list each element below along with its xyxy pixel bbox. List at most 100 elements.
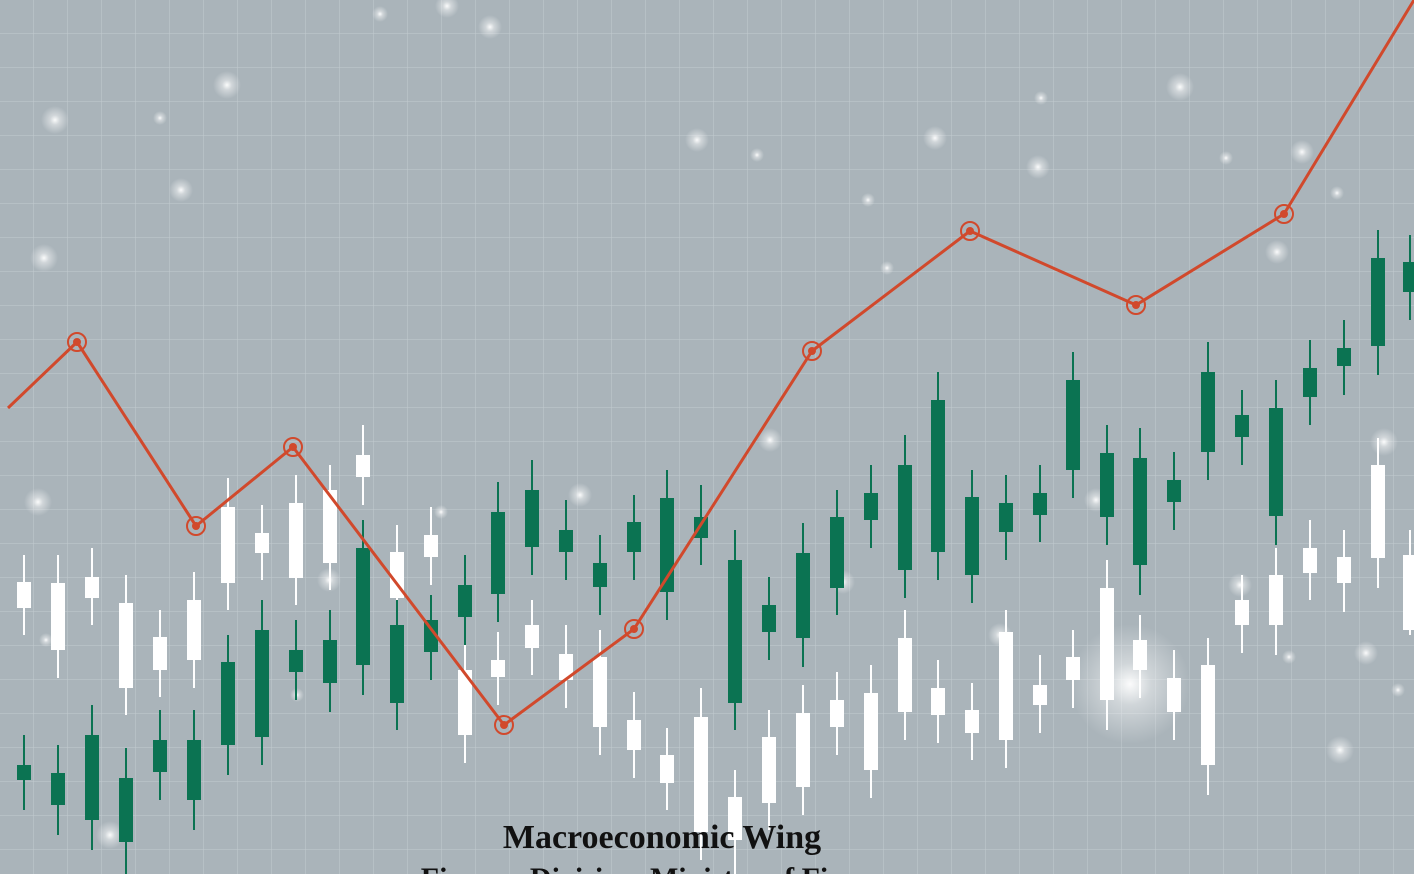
candle-body [1269, 575, 1283, 625]
candle-body [1167, 480, 1181, 502]
candle-body [796, 553, 810, 638]
glow [1265, 240, 1289, 264]
glow [372, 6, 388, 22]
candle-body [1201, 372, 1215, 452]
glow [1026, 155, 1050, 179]
candle-body [51, 773, 65, 805]
glow [1219, 151, 1233, 165]
candle-body [1235, 415, 1249, 437]
trend-ring [624, 619, 644, 639]
candle-body [728, 560, 742, 703]
glow [758, 428, 782, 452]
trend-ring [186, 516, 206, 536]
candle-body [458, 585, 472, 617]
candle-body [356, 455, 370, 477]
candle-body [17, 765, 31, 780]
candle-body [525, 625, 539, 648]
trend-dot [192, 522, 200, 530]
glow [1354, 641, 1378, 665]
trend-ring [67, 332, 87, 352]
glow [169, 178, 193, 202]
glow [478, 15, 502, 39]
cover-subtitle: Finance Division, Ministry of Finance [421, 862, 904, 874]
glow [1034, 91, 1048, 105]
trend-dot [73, 338, 81, 346]
candle-body [1371, 465, 1385, 558]
trend-dot [500, 721, 508, 729]
candle-body [1100, 588, 1114, 700]
candle-body [119, 603, 133, 688]
glow [1228, 573, 1252, 597]
candle-body [965, 710, 979, 733]
candle-body [1269, 408, 1283, 516]
candle-body [356, 548, 370, 665]
candle-body [593, 563, 607, 587]
candle-body [51, 583, 65, 650]
candle-body [965, 497, 979, 575]
candle-body [1337, 557, 1351, 583]
candle-body [1403, 555, 1414, 630]
candle-body [85, 577, 99, 598]
glow [41, 106, 69, 134]
glow [434, 505, 448, 519]
glow [24, 488, 52, 516]
candle-body [864, 693, 878, 770]
candle-body [221, 662, 235, 745]
candle-body [1201, 665, 1215, 765]
white-candles [17, 425, 1414, 874]
candle-body [153, 637, 167, 670]
candle-body [660, 498, 674, 592]
candle-body [17, 582, 31, 608]
trend-line [6, 0, 1414, 735]
candle-body [1133, 640, 1147, 670]
candle-body [559, 654, 573, 680]
trend-ring [960, 221, 980, 241]
trend-dot [1280, 210, 1288, 218]
candle-body [525, 490, 539, 547]
trend-ring [802, 341, 822, 361]
glow [153, 111, 167, 125]
trend-dot [1132, 301, 1140, 309]
candle-body [1303, 548, 1317, 573]
trend-ring [1274, 204, 1294, 224]
candle-body [593, 657, 607, 727]
candle-body [424, 620, 438, 652]
candle-body [728, 797, 742, 840]
candle-body [694, 717, 708, 832]
glow [1326, 736, 1354, 764]
candle-body [458, 670, 472, 735]
candle-body [187, 600, 201, 660]
candle-body [1066, 657, 1080, 680]
candle-body [660, 755, 674, 783]
glow [39, 633, 53, 647]
glow [435, 0, 459, 18]
candle-body [255, 533, 269, 553]
candle-body [1303, 368, 1317, 397]
candle-body [830, 517, 844, 588]
glow [213, 71, 241, 99]
candle-body [627, 522, 641, 552]
candle-body [1033, 685, 1047, 705]
glow [96, 821, 124, 849]
glow [1166, 73, 1194, 101]
candle-body [1066, 380, 1080, 470]
glow [1370, 428, 1398, 456]
candle-body [627, 720, 641, 750]
candle-body [931, 400, 945, 552]
candle-body [931, 688, 945, 715]
glow [861, 193, 875, 207]
candle-body [559, 530, 573, 552]
trend-dot [966, 227, 974, 235]
candle-body [153, 740, 167, 772]
candle-body [424, 535, 438, 557]
candle-body [187, 740, 201, 800]
trend-ring [283, 437, 303, 457]
green-candles [17, 230, 1414, 874]
glow [750, 148, 764, 162]
candle-body [1167, 678, 1181, 712]
candle-body [491, 512, 505, 594]
glow [685, 128, 709, 152]
glow [880, 261, 894, 275]
candle-body [1033, 493, 1047, 515]
candle-body [1371, 258, 1385, 346]
